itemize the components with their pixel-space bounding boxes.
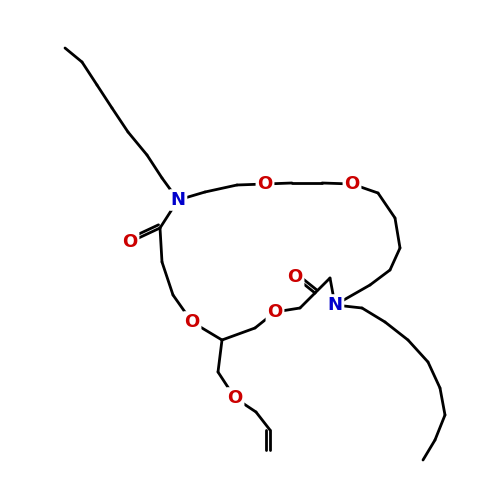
Text: O: O [228,389,242,407]
Text: O: O [122,233,138,251]
Text: O: O [268,303,282,321]
Text: N: N [328,296,342,314]
Text: O: O [184,313,200,331]
Text: N: N [170,191,186,209]
Text: O: O [344,175,360,193]
Text: O: O [258,175,272,193]
Text: O: O [288,268,302,286]
